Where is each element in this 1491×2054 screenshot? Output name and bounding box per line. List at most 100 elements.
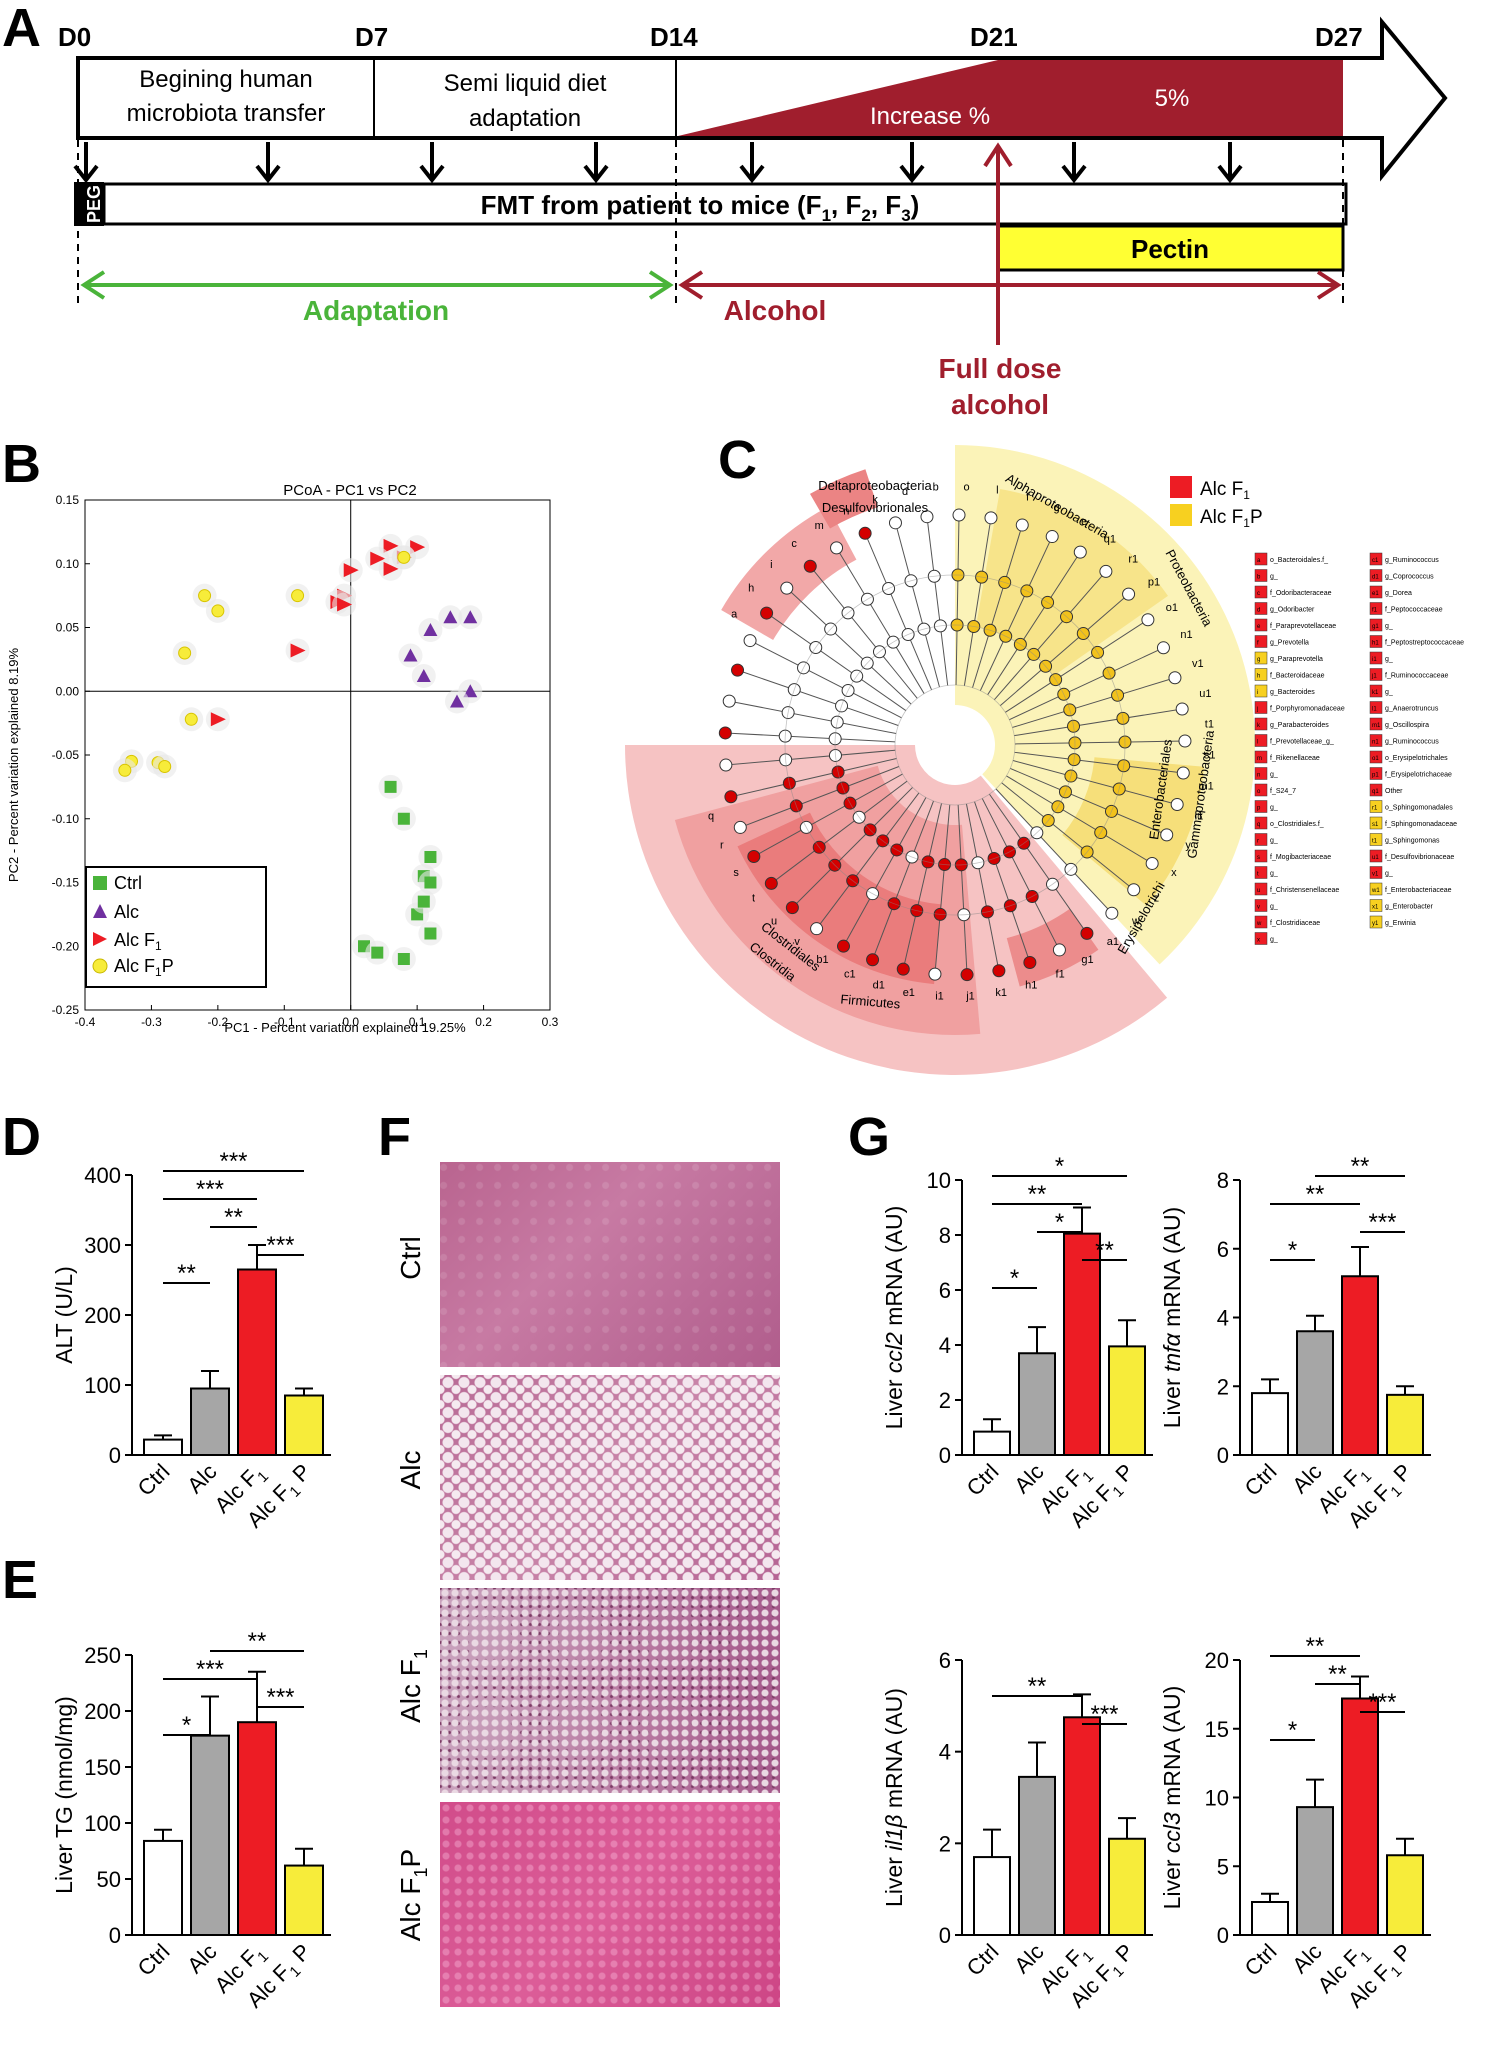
key-swatch xyxy=(1369,866,1383,879)
significance-label: ** xyxy=(1095,1237,1114,1264)
day-label-d21: D21 xyxy=(970,22,1018,52)
pcoa-point-ctrl xyxy=(371,946,384,959)
key-swatch xyxy=(1369,915,1383,929)
key-letter: j xyxy=(1256,707,1258,713)
clado-node-letter: f xyxy=(1026,492,1030,504)
panel-a: A D0 D7 D14 D21 D27 Begining human micro… xyxy=(2,0,1448,420)
pcoa-point-alcf1p xyxy=(291,589,305,603)
ylabel-prefix: Liver xyxy=(1159,1372,1185,1428)
key-swatch xyxy=(1369,701,1383,714)
bar-2 xyxy=(1063,1232,1101,1456)
clado-node-letter: u xyxy=(771,916,777,928)
pcoa-ytick-label: 0.00 xyxy=(56,684,80,698)
pcoa-point-alcf1p xyxy=(184,712,198,726)
key-letter: c xyxy=(1257,591,1260,597)
clado-node-letter: s xyxy=(733,867,739,879)
y-tick-label: 300 xyxy=(84,1233,121,1258)
key-swatch xyxy=(1369,569,1383,582)
pcoa-xtick-label: 0.3 xyxy=(542,1015,559,1029)
clade-shade-bacteroidales xyxy=(721,506,857,640)
bar-1 xyxy=(190,1734,230,1937)
ylabel-suffix: mRNA (AU) xyxy=(1159,1207,1185,1334)
category-label-3: Alc F1 P xyxy=(1343,1459,1420,1536)
gavage-arrow-head-2 xyxy=(419,164,445,184)
clado-branch xyxy=(836,547,925,694)
key-label: g_ xyxy=(1270,871,1278,878)
pcoa-ytick-label: -0.05 xyxy=(52,748,80,762)
clado-node-letter: m xyxy=(815,520,824,532)
clado-node-letter: l1 xyxy=(1195,810,1204,822)
pectin-label: Pectin xyxy=(1131,234,1209,264)
significance-label: *** xyxy=(219,1148,247,1175)
significance-label: ** xyxy=(1028,1673,1047,1700)
clado-branch xyxy=(1012,760,1178,806)
panel-letter-c: C xyxy=(718,430,757,490)
key-letter: p1 xyxy=(1372,773,1379,779)
phase2-line1: Semi liquid diet xyxy=(444,70,607,97)
clado-node-letter: h xyxy=(748,583,754,595)
pcoa-point-alcf1p xyxy=(198,589,212,603)
clado-branch xyxy=(934,804,951,975)
significance-label: ** xyxy=(1328,1661,1347,1688)
significance-label: *** xyxy=(1090,1701,1118,1728)
gavage-arrow-head-4 xyxy=(739,164,765,184)
alcohol-5-percent-block xyxy=(998,60,1343,136)
panel-b: B PCoA - PC1 vs PC2 -0.4 -0.3 -0.2 -0.1 0.0 0… xyxy=(2,434,559,1035)
clado-node-letter: c1 xyxy=(844,968,856,980)
bar-1 xyxy=(1296,1806,1334,1936)
clado-node xyxy=(803,559,817,573)
key-letter: d1 xyxy=(1372,575,1379,581)
category-label-1: Alc xyxy=(182,1939,221,1978)
pcoa-point-alc xyxy=(423,623,438,637)
key-swatch xyxy=(1254,899,1268,912)
key-letter: e1 xyxy=(1372,591,1379,597)
key-letter: l xyxy=(1257,740,1258,746)
bar-1 xyxy=(1296,1330,1334,1456)
key-swatch xyxy=(1369,602,1383,615)
category-label-0: Ctrl xyxy=(1240,1939,1282,1981)
category-label-0: Ctrl xyxy=(962,1939,1004,1981)
panel-c: C Deltaproteobacteria Desulfovibrionales A… xyxy=(624,430,1464,1075)
clado-branch xyxy=(1012,677,1176,728)
key-letter: h xyxy=(1257,674,1260,680)
category-label-0: Ctrl xyxy=(133,1459,175,1501)
day-label-d14: D14 xyxy=(650,22,698,52)
pcoa-point-ctrl xyxy=(424,876,437,889)
clado-node-letter: g1 xyxy=(1081,954,1093,966)
panel-letter-a: A xyxy=(2,0,41,58)
pcoa-ytick-label: -0.10 xyxy=(52,812,80,826)
key-swatch xyxy=(1254,684,1268,698)
clado-node-letter: o xyxy=(964,481,970,493)
histology-label-ctrl: Ctrl xyxy=(395,1236,426,1280)
key-label: f_Christensenellaceae xyxy=(1270,887,1339,894)
clado-branch xyxy=(816,792,920,929)
clado-node xyxy=(960,968,974,982)
clado-node-letter: i xyxy=(770,559,772,571)
category-label-3: Alc F1 P xyxy=(1343,1939,1420,2016)
bar-0 xyxy=(1251,1392,1289,1456)
significance-label: ** xyxy=(224,1204,243,1231)
pcoa-point-alcf1 xyxy=(210,712,226,727)
category-label-1: Alc xyxy=(182,1459,221,1498)
key-swatch xyxy=(1369,816,1383,830)
clado-branch xyxy=(864,533,933,690)
key-label: g_ xyxy=(1385,623,1393,630)
key-letter: m1 xyxy=(1372,723,1381,729)
clado-node-letter: f1 xyxy=(1056,968,1065,980)
clado-node xyxy=(952,508,966,522)
clade-label: Deltaproteobacteria xyxy=(818,478,932,493)
key-letter: t xyxy=(1257,872,1259,878)
clado-branch xyxy=(809,565,918,699)
key-swatch xyxy=(1254,585,1268,599)
clado-node xyxy=(719,758,733,772)
y-axis-label: Liver TG (nmol/mg) xyxy=(51,1696,77,1894)
legend-alc-marker xyxy=(93,904,107,918)
clado-branch xyxy=(1014,751,1184,774)
key-swatch xyxy=(1369,882,1383,896)
key-label: g_ xyxy=(1270,937,1278,944)
pcoa-point-alcf1 xyxy=(410,540,426,555)
y-tick-label: 100 xyxy=(84,1811,121,1836)
clado-node-letter: a xyxy=(731,609,738,621)
key-swatch xyxy=(1254,651,1268,665)
ylabel-gene: tnfα xyxy=(1159,1332,1185,1372)
